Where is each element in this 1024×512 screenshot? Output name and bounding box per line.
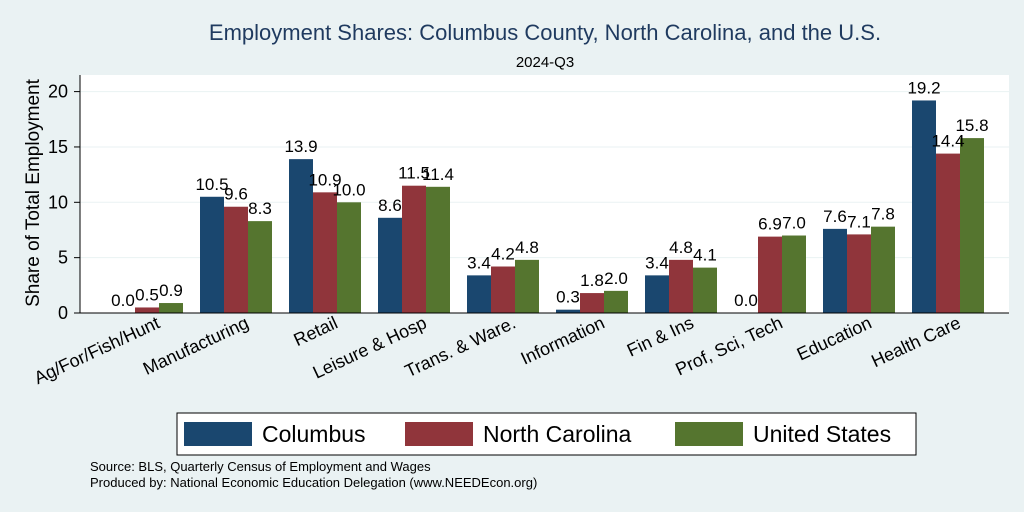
y-axis-label: Share of Total Employment (23, 78, 44, 306)
data-label-united-states-manufacturing: 8.3 (248, 199, 272, 218)
chart-title: Employment Shares: Columbus County, Nort… (209, 20, 881, 45)
bar-columbus-fin-ins (645, 275, 669, 313)
bar-north-carolina-education (847, 234, 871, 313)
bar-north-carolina-health-care (936, 153, 960, 313)
bar-north-carolina-fin-ins (669, 259, 693, 313)
bar-columbus-information (556, 309, 580, 313)
data-label-columbus-trans-ware: 3.4 (467, 253, 491, 272)
legend-label-columbus: Columbus (262, 421, 366, 447)
data-label-north-carolina-education: 7.1 (847, 212, 871, 231)
bar-north-carolina-information (580, 293, 604, 313)
bar-united-states-trans-ware (515, 259, 539, 313)
data-label-columbus-education: 7.6 (823, 207, 847, 226)
bar-united-states-fin-ins (693, 267, 717, 313)
data-label-north-carolina-leisure-hosp: 11.5 (398, 164, 430, 183)
bar-north-carolina-leisure-hosp (402, 185, 426, 313)
data-label-columbus-information: 0.3 (556, 288, 580, 307)
data-label-north-carolina-fin-ins: 4.8 (669, 238, 693, 257)
data-label-north-carolina-ag-for-fish-hunt: 0.5 (135, 285, 159, 304)
bar-united-states-prof-sci-tech (782, 235, 806, 313)
data-label-columbus-retail: 13.9 (284, 137, 317, 156)
bar-columbus-health-care (912, 100, 936, 313)
bar-united-states-health-care (960, 138, 984, 313)
data-label-columbus-fin-ins: 3.4 (645, 253, 669, 272)
data-label-united-states-health-care: 15.8 (955, 116, 988, 135)
legend-box (176, 412, 917, 456)
data-label-united-states-education: 7.8 (871, 205, 895, 224)
data-label-columbus-ag-for-fish-hunt: 0.0 (111, 291, 135, 310)
legend-label-north-carolina: North Carolina (483, 421, 631, 447)
data-label-north-carolina-information: 1.8 (580, 271, 604, 290)
data-label-united-states-prof-sci-tech: 7.0 (782, 214, 806, 233)
bar-columbus-education (823, 228, 847, 313)
bar-north-carolina-manufacturing (224, 206, 248, 313)
data-label-united-states-retail: 10.0 (332, 180, 365, 199)
bar-north-carolina-ag-for-fish-hunt (135, 307, 159, 313)
source-line-2: Produced by: National Economic Education… (90, 475, 537, 490)
bar-north-carolina-trans-ware (491, 266, 515, 313)
data-label-north-carolina-trans-ware: 4.2 (491, 245, 515, 264)
data-label-columbus-leisure-hosp: 8.6 (378, 196, 402, 215)
legend-swatch-united-states (675, 422, 743, 446)
y-tick-label-15: 15 (48, 137, 68, 157)
y-tick-label-5: 5 (58, 248, 68, 268)
bar-united-states-ag-for-fish-hunt (159, 303, 183, 313)
bar-columbus-retail (289, 159, 313, 313)
data-label-columbus-prof-sci-tech: 0.0 (734, 291, 758, 310)
legend: Columbus North Carolina United States (176, 412, 917, 456)
bar-united-states-information (604, 290, 628, 313)
data-label-united-states-leisure-hosp: 11.4 (422, 165, 454, 184)
chart-subtitle: 2024-Q3 (516, 54, 574, 71)
bar-north-carolina-retail (313, 192, 337, 313)
y-tick-label-0: 0 (58, 303, 68, 323)
bar-columbus-leisure-hosp (378, 217, 402, 313)
data-label-north-carolina-health-care: 14.4 (931, 132, 964, 151)
data-label-north-carolina-prof-sci-tech: 6.9 (758, 215, 782, 234)
source-line-1: Source: BLS, Quarterly Census of Employm… (90, 459, 431, 474)
bar-columbus-trans-ware (467, 275, 491, 313)
bar-north-carolina-prof-sci-tech (758, 236, 782, 313)
bar-united-states-manufacturing (248, 221, 272, 313)
data-label-united-states-fin-ins: 4.1 (693, 246, 717, 265)
data-label-columbus-health-care: 19.2 (907, 78, 940, 97)
data-labels: 0.0 0.5 0.910.59.68.313.910.910.08.611.511… (111, 78, 988, 310)
data-label-united-states-trans-ware: 4.8 (515, 238, 539, 257)
y-tick-label-10: 10 (48, 192, 68, 212)
legend-label-united-states: United States (753, 421, 891, 447)
bar-united-states-education (871, 226, 895, 313)
y-tick-label-20: 20 (48, 82, 68, 102)
data-label-united-states-ag-for-fish-hunt: 0.9 (159, 281, 183, 300)
bar-united-states-leisure-hosp (426, 186, 450, 313)
bar-columbus-manufacturing (200, 196, 224, 313)
legend-swatch-columbus (184, 422, 252, 446)
bar-united-states-retail (337, 202, 361, 313)
data-label-united-states-information: 2.0 (604, 269, 628, 288)
legend-swatch-north-carolina (405, 422, 473, 446)
data-label-columbus-manufacturing: 10.5 (195, 175, 228, 194)
bars (135, 100, 984, 313)
data-label-north-carolina-retail: 10.9 (308, 170, 341, 189)
data-label-north-carolina-manufacturing: 9.6 (224, 185, 248, 204)
